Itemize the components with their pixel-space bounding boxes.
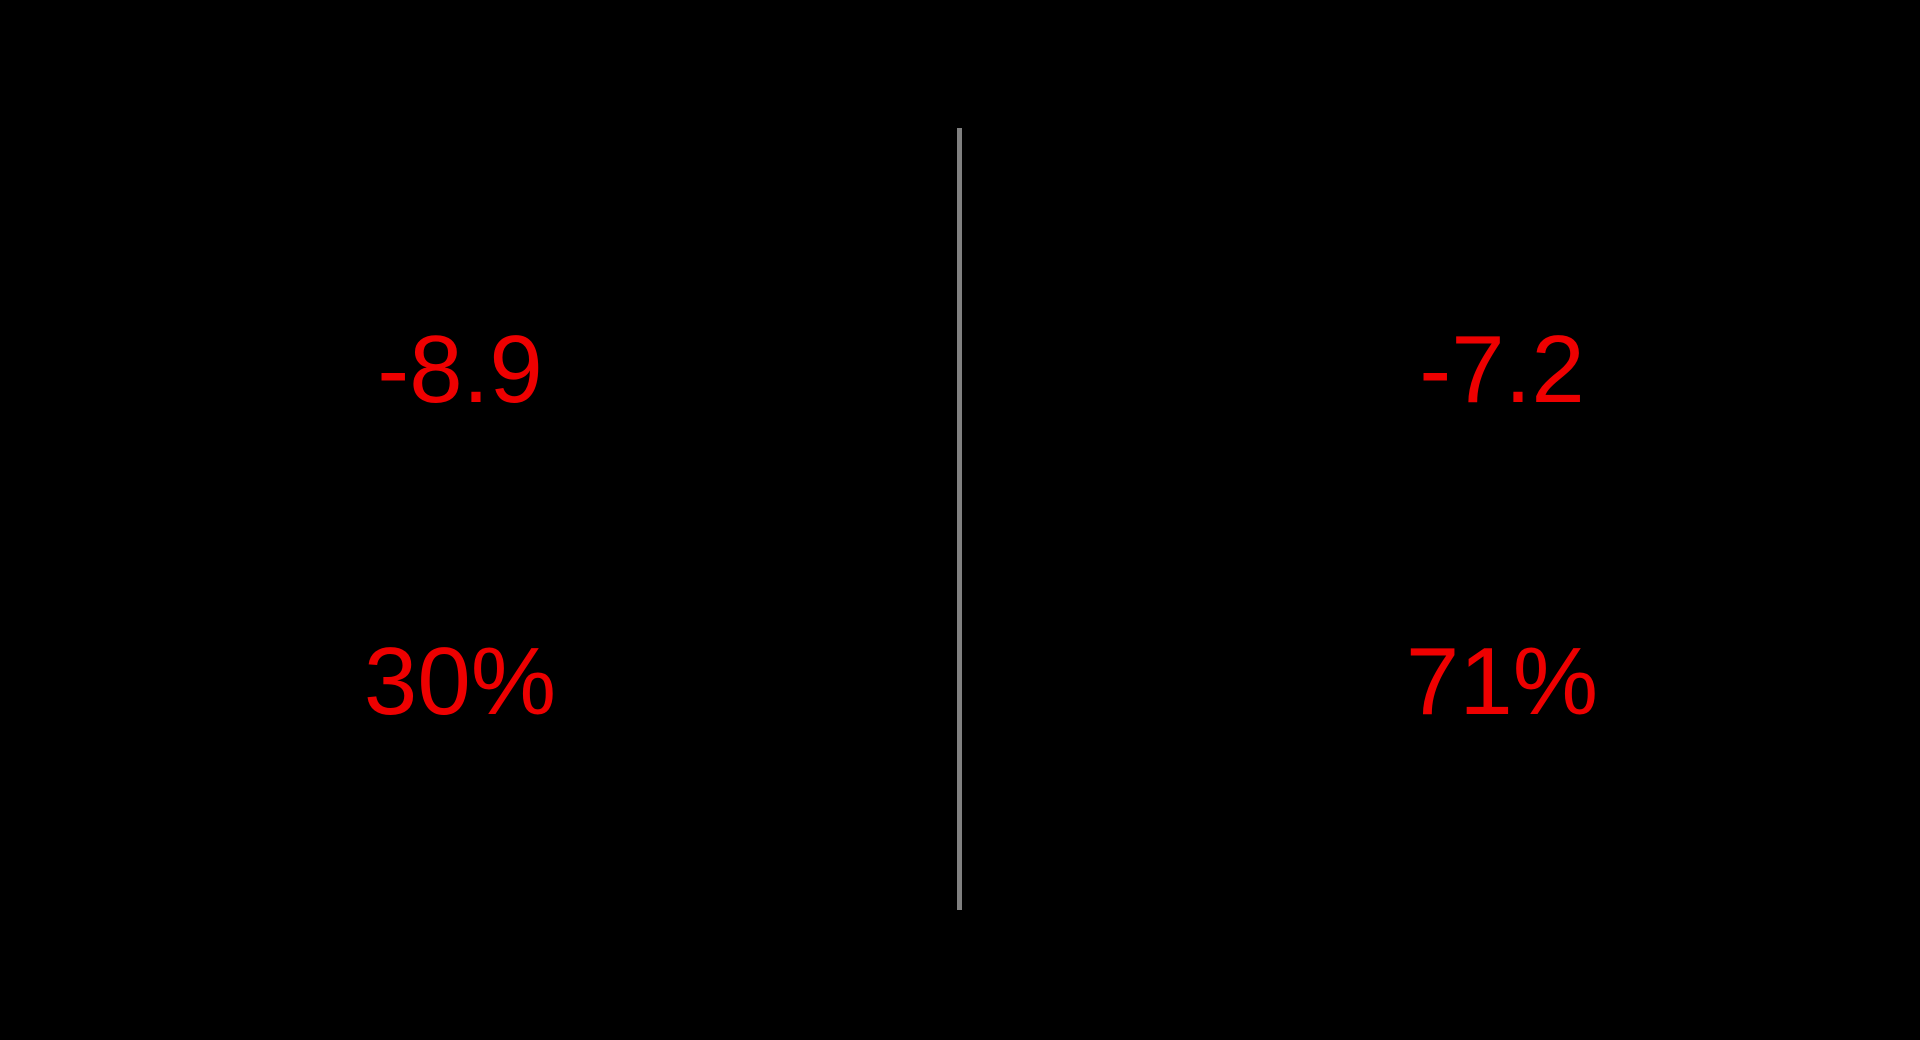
right-secondary-value: 71% [1405,628,1599,735]
left-secondary-value: 30% [363,628,557,735]
right-panel: -7.2 71% [962,0,1920,1040]
right-primary-value: -7.2 [1419,316,1585,423]
left-primary-value: -8.9 [377,316,543,423]
left-panel: -8.9 30% [0,0,958,1040]
vertical-divider [957,128,962,910]
